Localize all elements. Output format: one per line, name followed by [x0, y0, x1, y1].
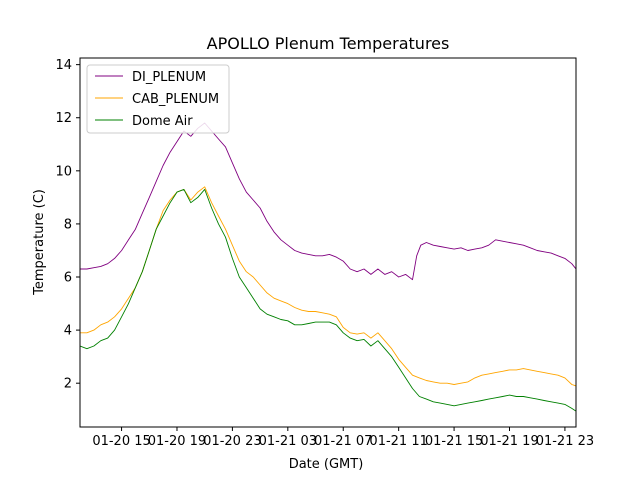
x-axis-label: Date (GMT)	[289, 457, 364, 472]
x-tick-label: 01-20 19	[148, 434, 206, 449]
x-tick-label: 01-21 15	[425, 434, 483, 449]
legend-label: CAB_PLENUM	[132, 92, 219, 107]
chart-title: APOLLO Plenum Temperatures	[207, 34, 450, 53]
legend-box	[86, 64, 230, 134]
series-line-dome-air	[80, 188, 576, 412]
y-tick-label: 4	[64, 324, 72, 339]
y-axis: 2 4 6 8 10 12 14	[55, 58, 80, 392]
y-axis-label: Temperature (C)	[32, 189, 47, 296]
x-tick-label: 01-21 23	[536, 434, 594, 449]
x-tick-label: 01-21 03	[259, 434, 317, 449]
y-tick-label: 6	[64, 271, 72, 286]
series-layer	[80, 122, 576, 412]
y-tick-label: 12	[55, 111, 72, 126]
x-tick-label: 01-21 07	[314, 434, 372, 449]
x-tick-label: 01-21 11	[369, 434, 427, 449]
y-tick-label: 14	[55, 58, 72, 73]
legend-label: DI_PLENUM	[132, 70, 206, 85]
legend: DI_PLENUM CAB_PLENUM Dome Air	[86, 64, 230, 134]
legend-label: Dome Air	[132, 114, 193, 129]
series-line-cab-plenum	[80, 186, 576, 387]
y-tick-label: 2	[64, 377, 72, 392]
x-tick-label: 01-20 23	[203, 434, 261, 449]
plot-frame	[79, 57, 577, 428]
y-tick-label: 8	[64, 217, 72, 232]
series-line-di-plenum	[80, 122, 576, 281]
x-tick-label: 01-20 15	[92, 434, 150, 449]
x-tick-label: 01-21 19	[480, 434, 538, 449]
y-tick-label: 10	[55, 164, 72, 179]
